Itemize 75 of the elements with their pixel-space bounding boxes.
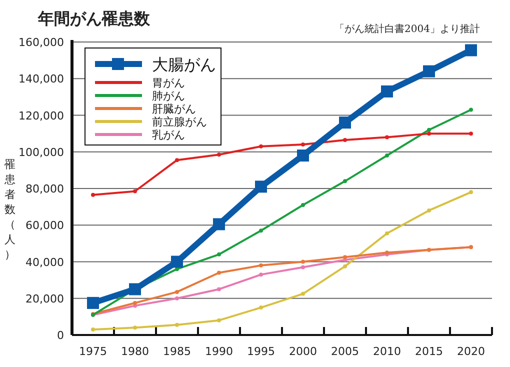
point [259,306,263,310]
chart-title: 年間がん罹患数 [37,9,151,28]
x-tick-label: 2020 [457,345,485,358]
point [133,189,137,194]
y-tick-label: 60,000 [26,219,64,232]
legend-label: 肝臓がん [152,102,196,116]
point [469,108,473,112]
point [213,218,225,230]
point [423,65,435,78]
legend-label: 胃がん [152,76,185,90]
point [301,292,305,296]
point [133,326,137,330]
point [427,128,431,132]
point [91,192,95,197]
x-tick-label: 1995 [247,345,275,358]
point [385,231,389,236]
x-tick-label: 2000 [289,345,317,358]
point [343,138,347,142]
point [343,264,347,268]
point [339,116,351,129]
point [469,190,473,194]
x-tick-label: 2010 [373,345,401,358]
y-tick-label: 20,000 [26,292,64,306]
point [217,270,221,275]
y-tick-label: 100,000 [18,146,64,159]
x-tick-label: 2015 [415,345,443,358]
x-tick-label: 1975 [79,345,107,358]
y-tick-label: 40,000 [26,256,64,269]
point [343,255,347,260]
point [175,290,179,294]
point [297,150,309,162]
text: 「がん統計白書2004」より推計 [334,23,480,35]
point [87,296,99,309]
point [385,135,389,140]
point [343,179,347,184]
point [465,44,477,56]
point [217,252,221,256]
y-tick-label: 140,000 [18,72,64,86]
point [255,180,267,193]
legend-label: 肺がん [152,90,185,102]
y-tick-label: 120,000 [18,109,64,122]
point [129,283,141,296]
point [301,260,305,264]
y-tick-label: 80,000 [26,182,64,196]
point [427,132,431,136]
point [427,208,431,212]
point [259,263,263,268]
point [171,256,183,268]
point [217,152,221,157]
point [175,322,179,327]
point [91,328,95,332]
point [133,300,137,305]
point [259,228,263,233]
point [301,142,305,147]
y-axis-title: 罹患者数（人） [4,158,16,261]
point [301,202,305,207]
legend-label: 前立腺がん [152,116,207,128]
y-tick-label: 160,000 [18,36,64,49]
point [259,272,263,277]
point [175,158,179,162]
legend-label: 大腸がん [152,55,216,74]
point [469,132,473,136]
x-tick-label: 1990 [205,345,233,358]
y-tick-label: 0 [57,329,64,342]
point [301,265,305,270]
point [175,296,179,300]
point [217,318,221,322]
point [217,287,221,292]
x-tick-label: 2005 [331,345,359,358]
x-tick-label: 1985 [163,345,191,358]
x-tick-label: 1980 [121,345,149,358]
point [381,85,393,98]
point [385,154,389,158]
legend-label: 乳がん [152,128,185,142]
point [259,144,263,148]
